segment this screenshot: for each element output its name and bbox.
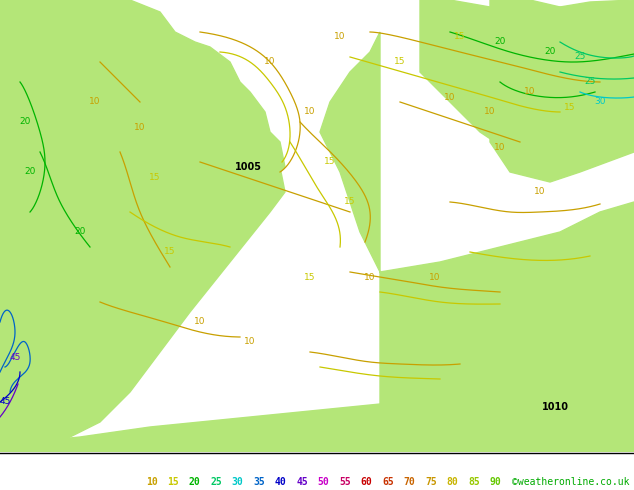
Polygon shape	[420, 0, 634, 152]
Text: 15: 15	[164, 247, 176, 256]
Text: 10: 10	[89, 98, 101, 106]
Text: 10: 10	[365, 272, 376, 281]
Text: 90: 90	[489, 477, 501, 487]
Text: 20: 20	[189, 477, 200, 487]
Text: 25: 25	[585, 77, 596, 87]
Text: 20: 20	[24, 168, 36, 176]
Text: 10: 10	[334, 32, 346, 42]
Text: 80: 80	[447, 477, 458, 487]
Text: 85: 85	[469, 477, 480, 487]
Polygon shape	[320, 32, 634, 452]
Text: 20: 20	[495, 38, 506, 47]
Text: 70: 70	[404, 477, 415, 487]
Text: 1010: 1010	[541, 402, 569, 412]
Text: 10: 10	[429, 272, 441, 281]
Text: 60: 60	[361, 477, 373, 487]
Text: 10: 10	[534, 188, 546, 196]
Text: Surface pressure [hPa] ECMWF: Surface pressure [hPa] ECMWF	[4, 458, 172, 467]
Polygon shape	[490, 0, 634, 182]
Text: 55: 55	[339, 477, 351, 487]
Text: 10: 10	[244, 338, 256, 346]
Text: 50: 50	[318, 477, 330, 487]
Text: 65: 65	[382, 477, 394, 487]
Text: 15: 15	[304, 272, 316, 281]
Text: 75: 75	[425, 477, 437, 487]
Text: 15: 15	[454, 32, 466, 42]
Text: 15: 15	[394, 57, 406, 67]
Text: 20: 20	[545, 48, 555, 56]
Text: 15: 15	[324, 157, 336, 167]
Polygon shape	[0, 0, 285, 452]
Text: 20: 20	[74, 227, 86, 237]
Text: ©weatheronline.co.uk: ©weatheronline.co.uk	[512, 477, 630, 487]
Text: 10: 10	[194, 318, 206, 326]
Text: 30: 30	[232, 477, 243, 487]
Text: 15: 15	[344, 197, 356, 206]
Text: 15: 15	[167, 477, 179, 487]
Text: 10: 10	[264, 57, 276, 67]
Text: 30: 30	[594, 98, 605, 106]
Text: 45: 45	[0, 397, 11, 407]
Text: Mo 06-05-2024 06:00 UTC (00+06): Mo 06-05-2024 06:00 UTC (00+06)	[444, 458, 630, 467]
Text: 10: 10	[524, 88, 536, 97]
Text: 10: 10	[495, 143, 506, 151]
Text: 25: 25	[574, 52, 586, 62]
Text: 25: 25	[210, 477, 222, 487]
Polygon shape	[0, 372, 634, 452]
Text: 15: 15	[149, 172, 161, 181]
Text: 10: 10	[134, 122, 146, 131]
Text: 10: 10	[146, 477, 157, 487]
Text: 1005: 1005	[235, 162, 261, 172]
Text: 20: 20	[19, 118, 30, 126]
Text: 35: 35	[253, 477, 265, 487]
Text: 10: 10	[444, 93, 456, 101]
Text: 40: 40	[275, 477, 287, 487]
Text: 45: 45	[10, 352, 21, 362]
Text: 15: 15	[564, 102, 576, 112]
Text: 45: 45	[296, 477, 308, 487]
Polygon shape	[0, 0, 285, 452]
Text: Isotachs 10m (km/h): Isotachs 10m (km/h)	[4, 477, 115, 487]
Text: 10: 10	[484, 107, 496, 117]
Text: 10: 10	[304, 107, 316, 117]
